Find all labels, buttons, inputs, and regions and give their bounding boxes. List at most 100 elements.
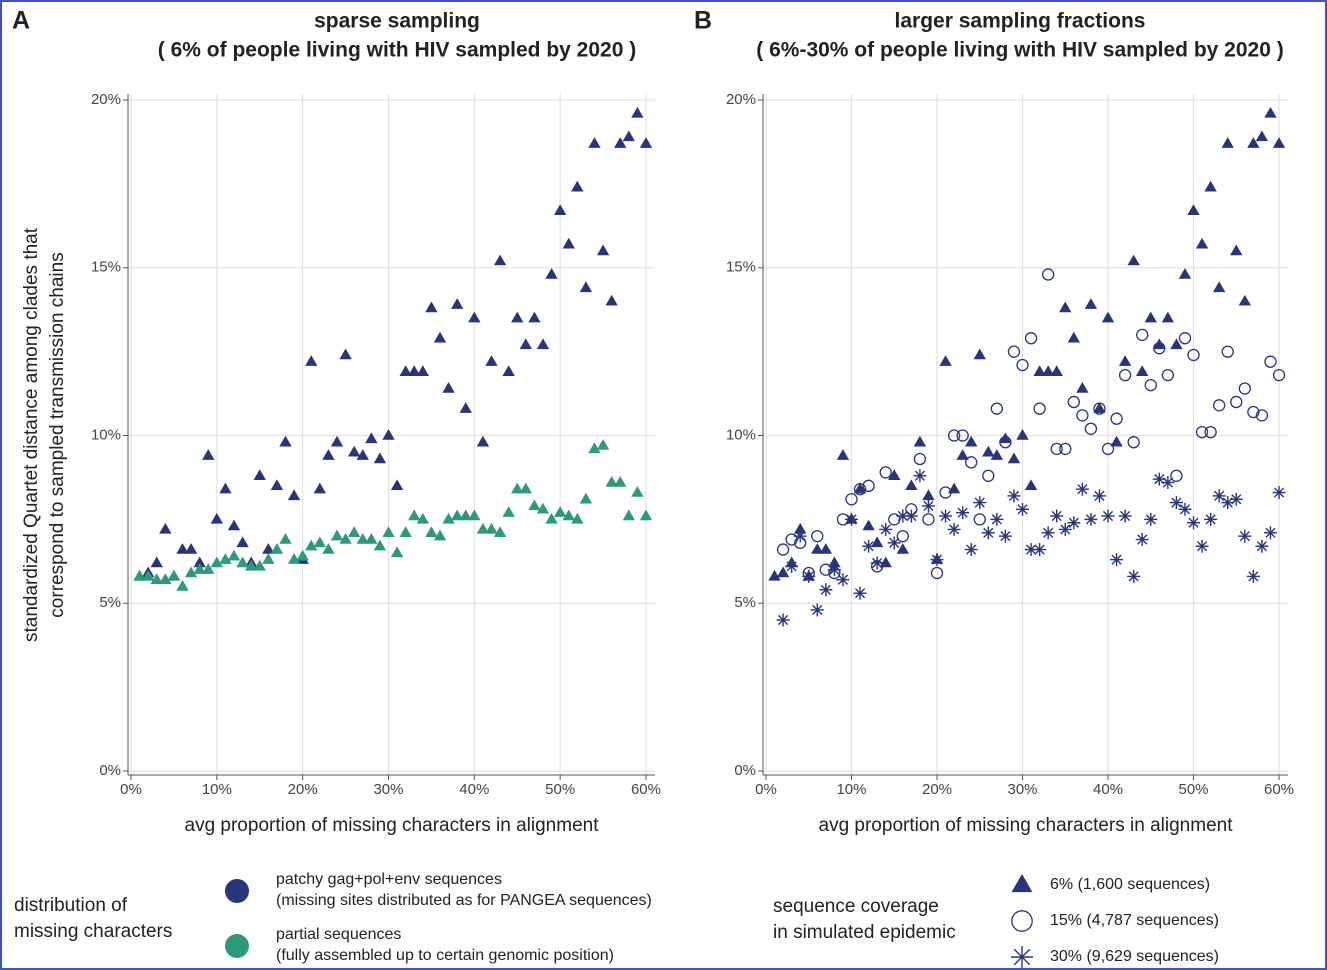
triangle-shape xyxy=(330,435,344,447)
triangle-shape xyxy=(922,489,935,501)
triangle-shape xyxy=(545,512,558,524)
triangle-shape xyxy=(433,529,447,541)
triangle-shape xyxy=(1238,294,1251,306)
triangle-shape xyxy=(202,449,215,460)
dot-shape xyxy=(225,934,249,958)
circle-point xyxy=(1007,345,1021,358)
triangle-shape xyxy=(468,509,481,521)
legend-title: in simulated epidemic xyxy=(773,922,956,943)
star-point xyxy=(939,509,953,523)
x-tick-label: 0% xyxy=(755,781,777,798)
triangle-shape xyxy=(210,512,224,524)
triangle-point xyxy=(811,543,824,554)
triangle-point xyxy=(1033,365,1046,376)
triangle-shape xyxy=(167,569,181,581)
triangle-shape xyxy=(227,519,241,531)
triangle-shape xyxy=(1024,479,1038,491)
triangle-shape xyxy=(631,486,644,497)
triangle-shape xyxy=(776,566,790,578)
triangle-shape xyxy=(639,509,653,521)
y-tick-label: 10% xyxy=(726,426,756,443)
triangle-shape xyxy=(1247,137,1260,148)
triangle-point xyxy=(193,563,206,574)
star-arm xyxy=(846,514,857,525)
circle-shape xyxy=(1011,910,1033,932)
circle-point xyxy=(1101,442,1115,456)
triangle-point xyxy=(1007,452,1021,464)
legend-description: (missing sites distributed as for PANGEA… xyxy=(276,892,652,909)
star-point xyxy=(1127,569,1141,583)
triangle-shape xyxy=(141,569,155,581)
triangle-point xyxy=(219,553,232,564)
triangle-shape xyxy=(571,180,584,192)
legend-label: partial sequences xyxy=(276,926,401,943)
triangle-point xyxy=(862,519,875,531)
circle-shape xyxy=(879,466,892,479)
triangle-point xyxy=(1170,338,1183,350)
y-tick-label: 20% xyxy=(91,91,121,108)
circle-shape xyxy=(965,456,978,469)
triangle-shape xyxy=(459,509,472,521)
triangle-shape xyxy=(416,365,430,376)
star-point xyxy=(810,603,824,617)
star-arm xyxy=(974,497,985,508)
circle-shape xyxy=(973,513,986,526)
triangle-shape xyxy=(1221,137,1234,148)
triangle-shape xyxy=(999,432,1012,444)
star-point xyxy=(1178,502,1192,516)
triangle-point xyxy=(425,301,438,313)
star-arm xyxy=(812,604,823,616)
triangle-shape xyxy=(1059,301,1072,313)
star-arm xyxy=(1145,514,1156,525)
triangle-shape xyxy=(442,512,455,524)
triangle-point xyxy=(339,348,352,360)
star-arm xyxy=(940,510,951,522)
triangle-shape xyxy=(390,546,404,558)
triangle-shape xyxy=(905,479,918,491)
star-point xyxy=(844,512,858,526)
triangle-point xyxy=(416,365,430,376)
circle-shape xyxy=(1093,402,1106,415)
star-arm xyxy=(889,537,900,548)
circle-shape xyxy=(1067,395,1080,409)
legend-label: patchy gag+pol+env sequences xyxy=(276,871,502,888)
circle-point xyxy=(1170,469,1183,482)
star-arm xyxy=(1051,510,1062,522)
star-arm xyxy=(1094,490,1105,501)
triangle-point xyxy=(596,439,610,450)
triangle-shape xyxy=(459,402,472,413)
triangle-point xyxy=(236,536,249,548)
triangle-shape xyxy=(236,556,249,568)
circle-point xyxy=(1136,328,1149,342)
star-arm xyxy=(1128,571,1139,582)
triangle-shape xyxy=(322,449,335,460)
circle-point xyxy=(1247,405,1260,419)
y-tick-label: 0% xyxy=(734,762,756,779)
legend-title: sequence coverage xyxy=(773,896,939,917)
circle-shape xyxy=(776,543,790,556)
star-arm xyxy=(1179,504,1191,515)
star-arm xyxy=(949,524,960,535)
triangle-shape xyxy=(1101,311,1115,323)
triangle-point xyxy=(605,475,618,487)
x-tick-label: 10% xyxy=(836,781,866,798)
triangle-point xyxy=(468,509,481,521)
triangle-point xyxy=(553,506,567,517)
star-point xyxy=(904,509,918,523)
circle-point xyxy=(1255,409,1269,422)
triangle-shape xyxy=(1016,429,1029,440)
star-arm xyxy=(1000,531,1011,542)
triangle-shape xyxy=(399,526,412,538)
x-axis-label: avg proportion of missing characters in … xyxy=(819,815,1234,836)
y-tick-label: 20% xyxy=(726,91,756,108)
star-arm xyxy=(931,554,943,565)
circle-point xyxy=(1067,395,1080,409)
triangle-shape xyxy=(511,482,524,494)
triangle-shape xyxy=(305,355,318,366)
triangle-point xyxy=(408,365,421,376)
circle-shape xyxy=(1212,399,1226,412)
triangle-shape xyxy=(1127,254,1140,266)
triangle-point xyxy=(836,449,850,460)
star-arm xyxy=(837,574,849,585)
triangle-shape xyxy=(287,553,301,564)
